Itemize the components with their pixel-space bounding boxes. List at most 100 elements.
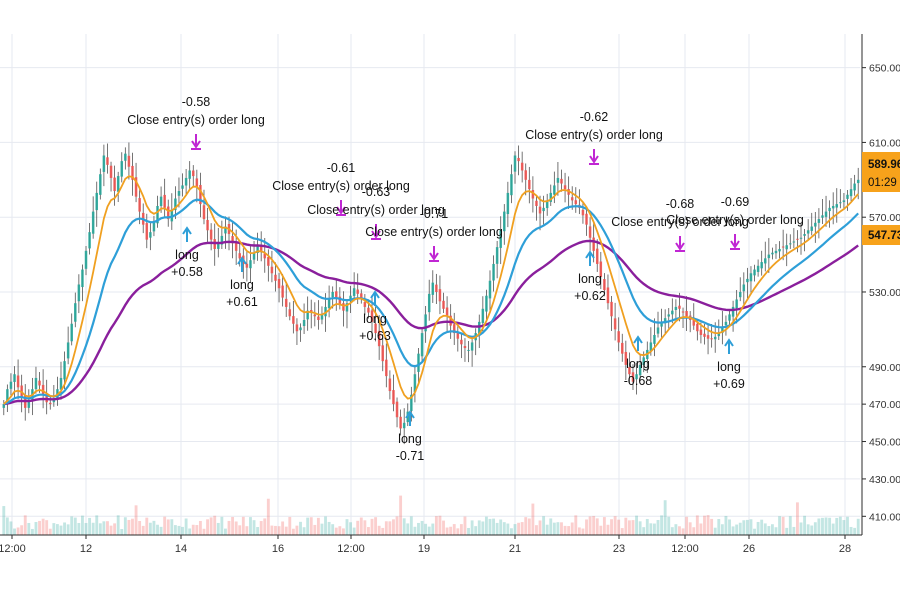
candle-body: [742, 284, 746, 292]
candle-body: [238, 253, 241, 259]
volume-bar: [409, 516, 413, 535]
volume-bar: [678, 526, 681, 535]
volume-bar: [799, 522, 803, 535]
volume-bar: [309, 517, 313, 535]
candle-body: [27, 400, 31, 408]
candle-body: [642, 357, 645, 366]
candle-body: [563, 185, 567, 190]
volume-bar: [63, 522, 66, 535]
candle-body: [699, 329, 703, 335]
volume-bar: [767, 526, 771, 535]
candle-body: [685, 310, 688, 317]
candle-body: [535, 200, 538, 206]
candle-body: [760, 262, 763, 269]
volume-bar: [16, 527, 20, 535]
volume-bar: [760, 519, 764, 535]
candle-body: [570, 197, 574, 201]
candle-body: [385, 359, 388, 377]
candle-body: [145, 223, 149, 240]
volume-bar: [806, 524, 810, 535]
volume-bar: [324, 516, 327, 535]
volume-bar: [617, 519, 621, 535]
trade-label: long: [363, 312, 387, 326]
close-signal-arrowhead: [730, 240, 740, 249]
candle-body: [199, 184, 202, 205]
trade-label: long: [398, 432, 422, 446]
price-tick-label: 470.00: [869, 399, 900, 411]
price-tick-label: 570.00: [869, 212, 900, 224]
level-price-value: 547.73: [868, 230, 900, 242]
volume-bar: [828, 517, 832, 535]
volume-bar: [88, 517, 92, 535]
volume-bar: [281, 521, 285, 535]
time-tick-label: 23: [613, 543, 625, 555]
volume-bar: [735, 524, 739, 535]
volume-bar: [331, 524, 335, 535]
volume-bar: [156, 524, 159, 535]
volume-bar: [5, 517, 9, 535]
volume-bar: [595, 518, 599, 535]
volume-bar: [692, 527, 696, 535]
volume-bar: [535, 525, 538, 535]
volume-bar: [209, 517, 213, 535]
volume-bar: [524, 517, 528, 535]
candle-body: [335, 291, 338, 298]
candle-body: [678, 305, 681, 309]
volume-bar: [688, 522, 692, 535]
long-signal-arrowhead: [370, 290, 380, 299]
candle-body: [217, 243, 220, 249]
ma-fast-line: [3, 175, 859, 405]
volume-bar: [667, 516, 671, 535]
volume-bar: [177, 525, 181, 535]
volume-bar: [467, 527, 470, 535]
candle-body: [134, 177, 138, 197]
candle-body: [606, 287, 610, 304]
volume-bar: [552, 522, 556, 535]
volume-bar: [13, 528, 16, 535]
volume-bar: [606, 524, 610, 535]
volume-bar: [20, 525, 24, 535]
time-tick-label: 26: [743, 543, 755, 555]
volume-bar: [645, 518, 649, 535]
volume-bar: [345, 519, 349, 535]
candle-body: [34, 377, 38, 390]
candle-body: [49, 402, 52, 405]
candle-body: [70, 323, 73, 342]
volume-bar: [295, 525, 299, 535]
candle-body: [767, 254, 771, 259]
candle-body: [152, 220, 156, 232]
trade-pnl-label: +0.69: [713, 377, 745, 391]
volume-bar: [27, 523, 31, 535]
time-tick-label: 12:00: [337, 543, 365, 555]
candle-body: [731, 306, 735, 317]
moving-averages: [3, 175, 859, 406]
volume-bar: [653, 523, 656, 535]
volume-bar: [52, 523, 56, 535]
volume-bar: [642, 527, 646, 535]
trade-pnl-label: +0.61: [226, 295, 258, 309]
volume-bar: [395, 516, 399, 535]
volume-bar: [745, 519, 749, 535]
volume-bar: [574, 515, 578, 535]
candle-body: [370, 310, 374, 322]
volume-bar: [188, 528, 192, 535]
volume-bar: [102, 521, 106, 535]
volume-bar: [756, 521, 760, 535]
candle-body: [95, 192, 98, 211]
candle-body: [738, 291, 742, 298]
candle-body: [746, 278, 749, 283]
volume-bar: [699, 523, 703, 535]
volume-bar: [81, 515, 84, 535]
volume-bar: [288, 516, 292, 535]
candle-body: [692, 317, 696, 326]
volume-bar: [291, 528, 295, 535]
volume-bar: [316, 517, 320, 535]
volume-bar: [59, 525, 63, 535]
time-tick-label: 16: [272, 543, 284, 555]
candle-body: [470, 342, 474, 351]
trade-label: Close entry(s) order long: [365, 225, 503, 239]
volume-bar: [91, 522, 95, 535]
candle-body: [263, 253, 267, 259]
candle-body: [313, 314, 317, 317]
volume-bar: [495, 522, 499, 535]
